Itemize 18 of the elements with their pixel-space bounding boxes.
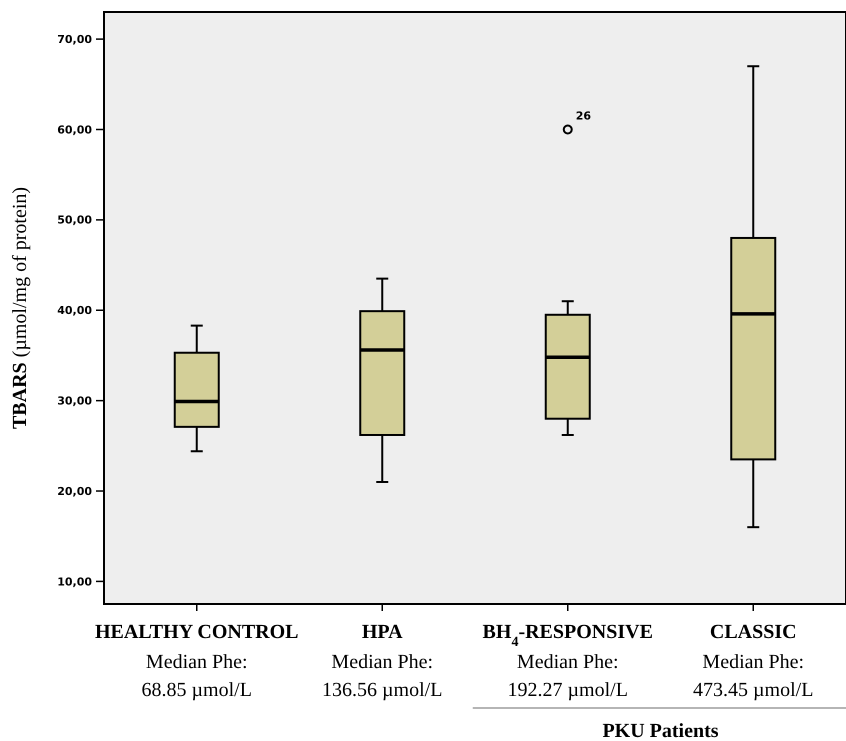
- text: Median Phe: 192.27 µmol/L: [508, 651, 628, 701]
- annotation: 26: [576, 109, 592, 122]
- y-tick-label: 10,00: [57, 575, 92, 588]
- y-tick-label: 40,00: [57, 304, 92, 318]
- x-tick-label: HEALTHY CONTROL: [94, 621, 299, 643]
- text: Median Phe: 473.45 µmol/L: [693, 651, 814, 701]
- text: Median Phe: 68.85 µmol/L: [142, 651, 252, 701]
- text: Median Phe: 136.56 µmol/L: [322, 651, 442, 701]
- y-tick-label: 20,00: [57, 484, 92, 498]
- y-tick-label: 30,00: [57, 394, 92, 408]
- y-tick-label: 70,00: [57, 32, 92, 46]
- text: PKU Patients: [602, 720, 719, 741]
- y-tick-label: 60,00: [57, 123, 92, 136]
- x-tick-label: BH$_{4}$-RESPONSIVE: [482, 621, 653, 650]
- x-tick-label: HPA: [362, 621, 404, 643]
- y-tick-label: 50,00: [57, 214, 92, 227]
- y-axis-title: TBARS (µmol/mg of protein): [9, 186, 31, 430]
- x-tick-label: CLASSIC: [710, 621, 797, 643]
